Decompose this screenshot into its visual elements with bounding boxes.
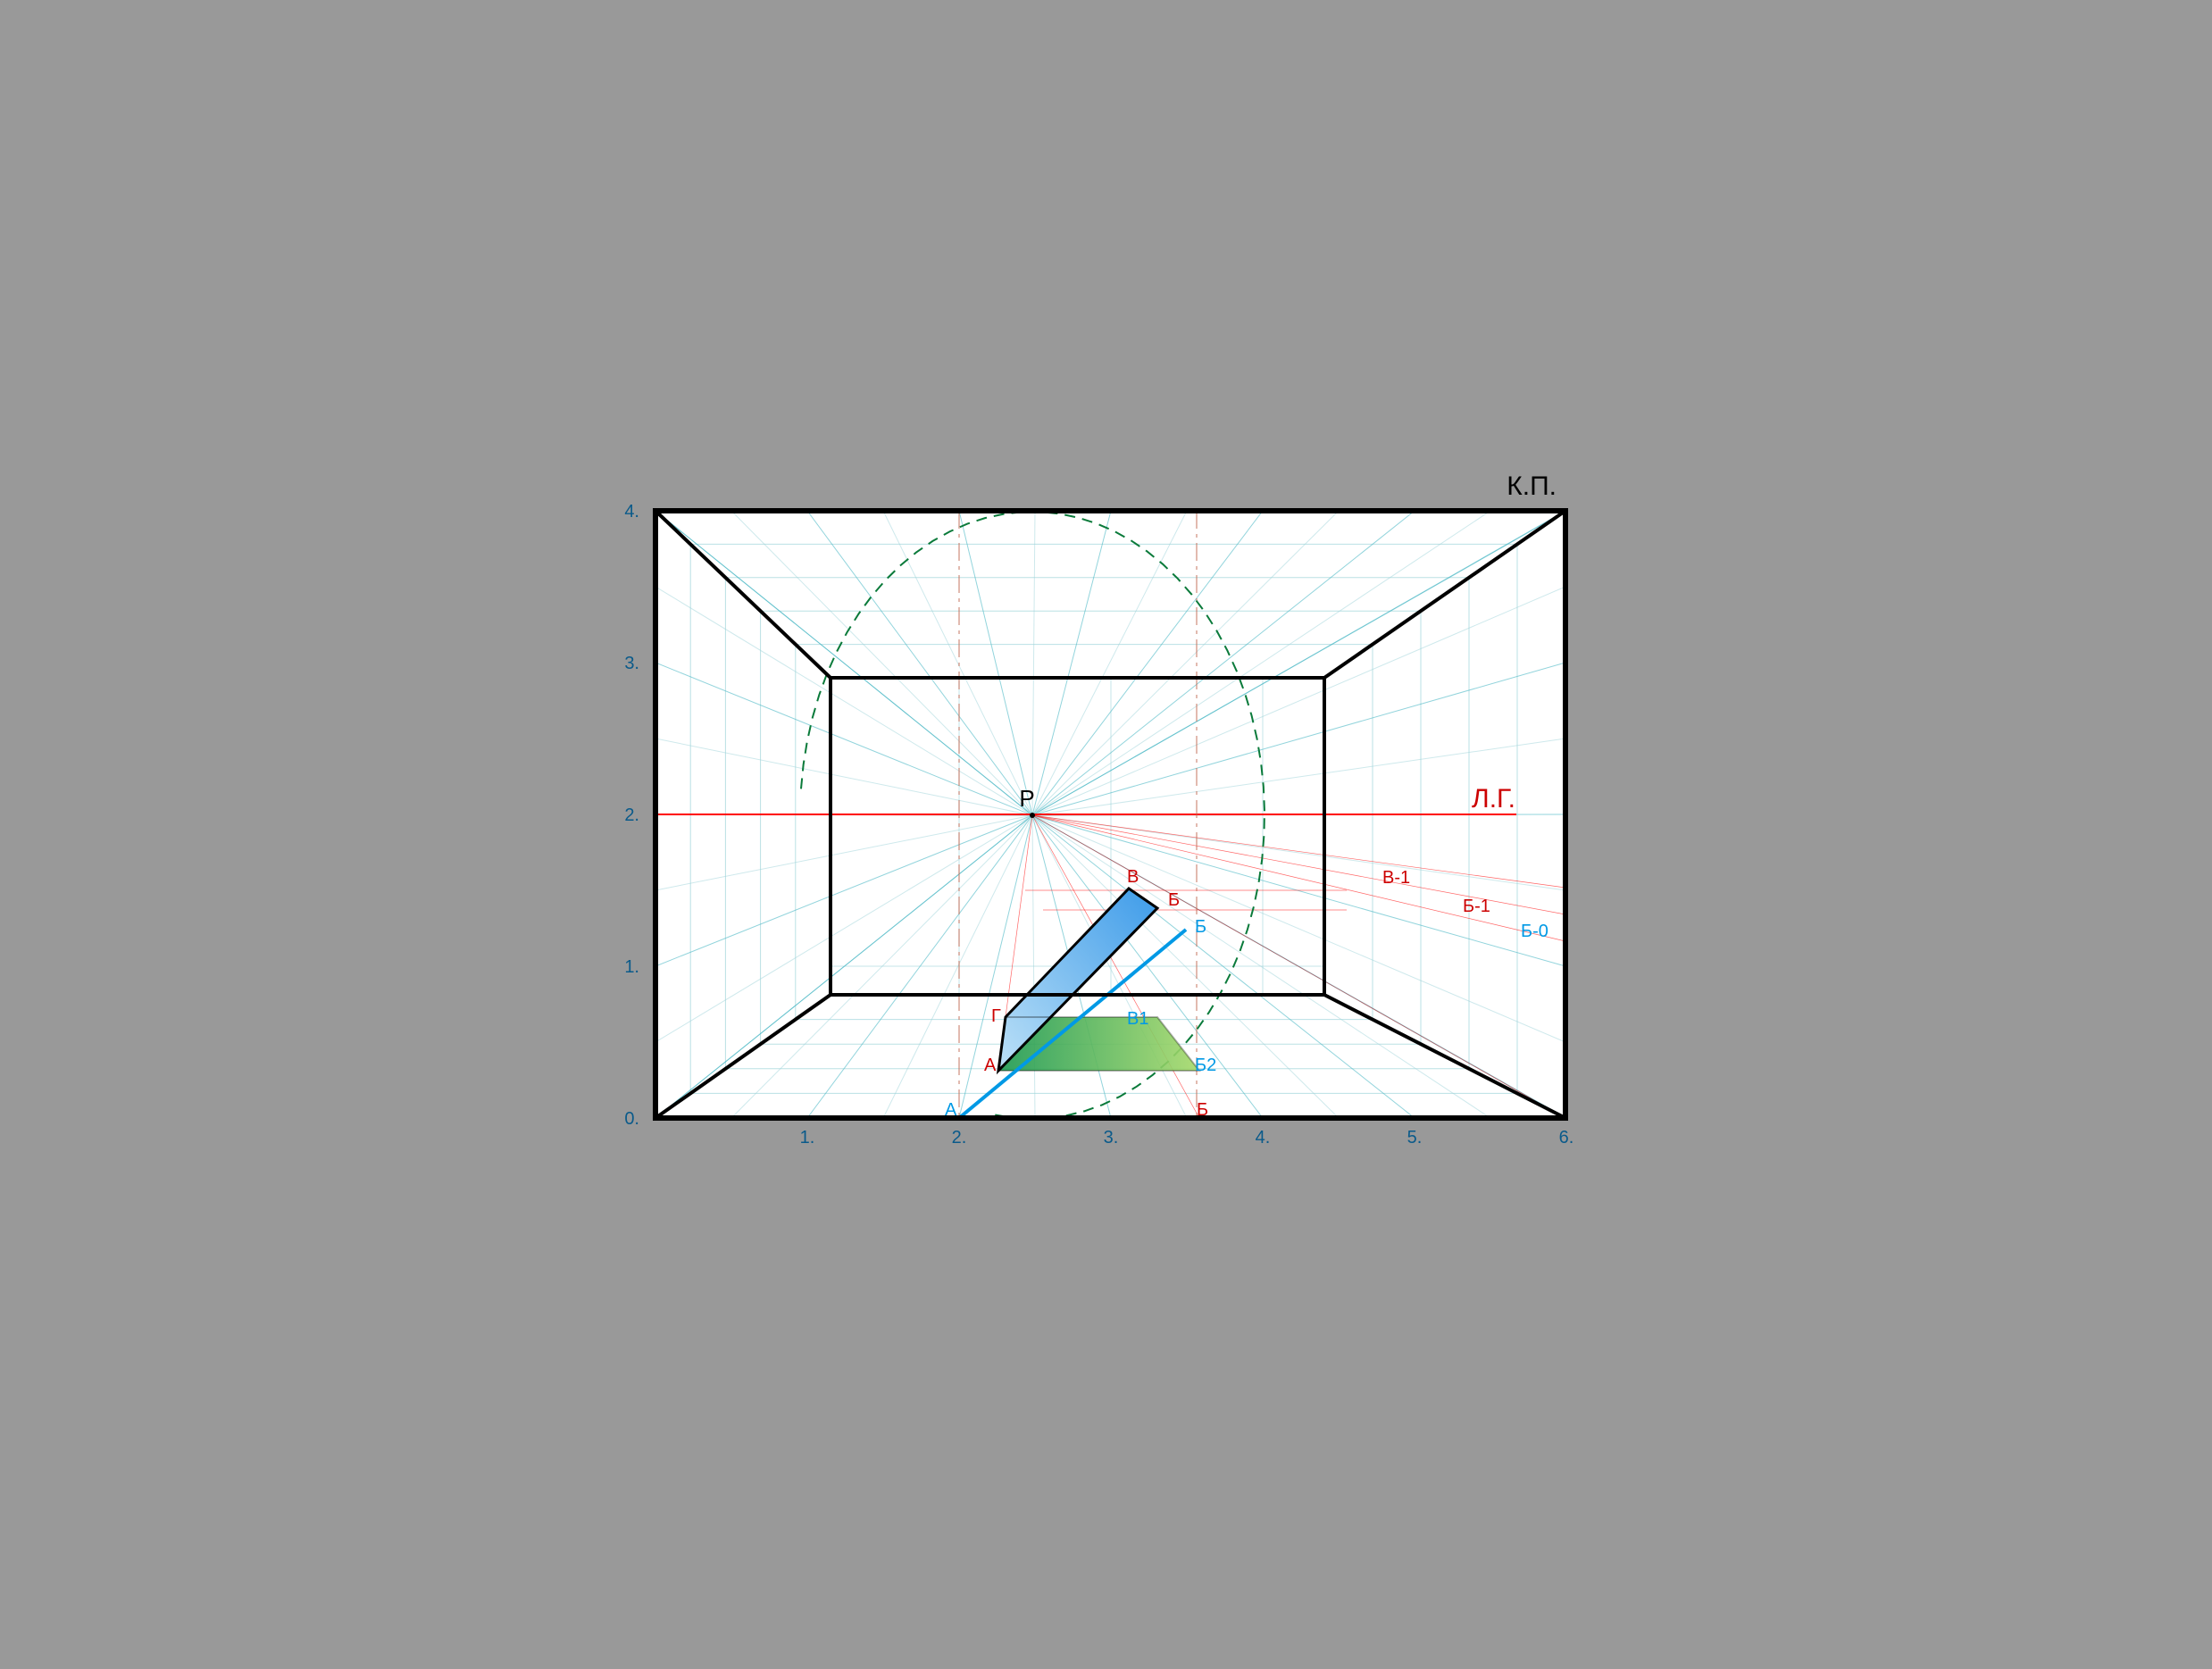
label-2.: 2. bbox=[951, 1128, 966, 1147]
label-5.: 5. bbox=[1406, 1128, 1422, 1147]
label-К.П.: К.П. bbox=[1507, 471, 1557, 501]
label-Б: Б bbox=[1195, 917, 1206, 937]
label-В1: В1 bbox=[1127, 1009, 1148, 1029]
label-2.: 2. bbox=[624, 805, 639, 825]
label-Б: Б bbox=[1197, 1100, 1208, 1120]
label-6.: 6. bbox=[1558, 1128, 1573, 1147]
label-3.: 3. bbox=[1103, 1128, 1118, 1147]
label-Б-1: Б-1 bbox=[1463, 897, 1490, 916]
label-0.: 0. bbox=[624, 1109, 639, 1129]
label-4.: 4. bbox=[1255, 1128, 1270, 1147]
label-4.: 4. bbox=[624, 502, 639, 522]
label-Б2: Б2 bbox=[1195, 1056, 1216, 1075]
perspective-diagram: 1.2.3.4.5.6.0.1.2.3.4.К.П.Л.Г.PВББГВ1АБ2… bbox=[543, 410, 1670, 1259]
label-В-1: В-1 bbox=[1382, 868, 1410, 888]
label-Б-0: Б-0 bbox=[1521, 922, 1548, 941]
label-Г: Г bbox=[991, 1006, 1001, 1026]
vanishing-point bbox=[1030, 813, 1035, 818]
label-1.: 1. bbox=[624, 957, 639, 977]
label-Б: Б bbox=[1168, 890, 1180, 910]
label-1.: 1. bbox=[799, 1128, 814, 1147]
label-P: P bbox=[1019, 785, 1034, 812]
label-Л.Г.: Л.Г. bbox=[1472, 784, 1515, 814]
label-А: А bbox=[945, 1100, 957, 1120]
label-А: А bbox=[984, 1056, 997, 1075]
label-В: В bbox=[1127, 867, 1139, 887]
label-3.: 3. bbox=[624, 654, 639, 673]
